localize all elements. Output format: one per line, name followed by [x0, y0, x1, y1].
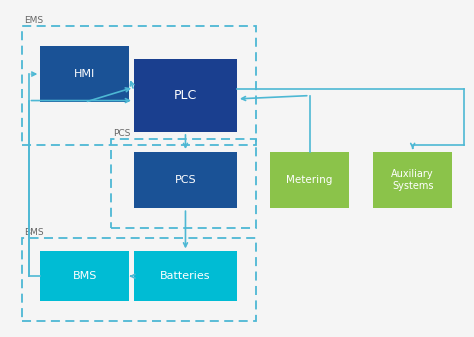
FancyBboxPatch shape [373, 152, 453, 208]
FancyBboxPatch shape [270, 152, 349, 208]
FancyBboxPatch shape [134, 251, 237, 301]
FancyBboxPatch shape [134, 152, 237, 208]
Text: EMS: EMS [24, 16, 43, 25]
Text: Metering: Metering [286, 175, 333, 185]
Text: HMI: HMI [74, 69, 95, 79]
Text: BMS: BMS [24, 228, 44, 237]
FancyBboxPatch shape [40, 251, 129, 301]
FancyBboxPatch shape [40, 46, 129, 102]
Text: Auxiliary
Systems: Auxiliary Systems [392, 169, 434, 191]
Text: BMS: BMS [73, 271, 97, 281]
FancyBboxPatch shape [134, 59, 237, 132]
Text: Batteries: Batteries [160, 271, 211, 281]
Text: PCS: PCS [113, 129, 130, 138]
Text: PLC: PLC [174, 89, 197, 102]
Text: PCS: PCS [174, 175, 196, 185]
